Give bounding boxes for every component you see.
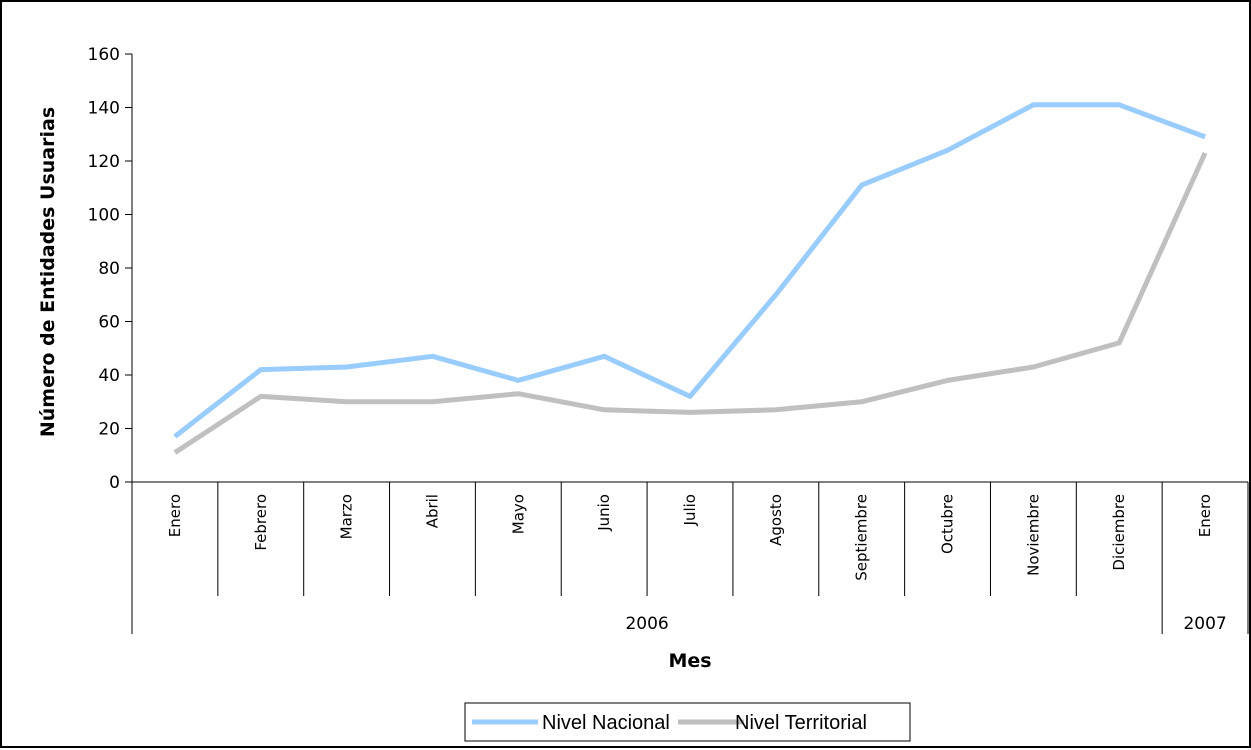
x-tick-label: Enero: [1196, 494, 1214, 537]
data-point: [945, 378, 950, 383]
data-point: [602, 407, 607, 412]
x-tick-label: Agosto: [767, 494, 785, 546]
x-tick-label: Octubre: [939, 494, 957, 554]
data-point: [688, 410, 693, 415]
x-tick-label: Abril: [423, 494, 441, 528]
data-point: [859, 399, 864, 404]
y-tick-label: 60: [98, 313, 120, 333]
data-point: [602, 354, 607, 359]
x-group-label: 2006: [625, 614, 668, 634]
y-tick-label: 160: [88, 45, 120, 65]
x-tick-label: Noviembre: [1024, 494, 1042, 576]
data-point: [1031, 364, 1036, 369]
y-tick-label: 140: [88, 99, 120, 119]
data-point: [344, 399, 349, 404]
x-axis: Enero Febrero Marzo Abril Mayo Junio Julio Agos…: [131, 481, 1249, 634]
data-point: [430, 399, 435, 404]
data-point: [773, 407, 778, 412]
series-layer: [172, 102, 1208, 455]
data-point: [172, 434, 177, 439]
y-axis-title: Número de Entidades Usuarias: [37, 107, 59, 437]
x-tick-label: Septiembre: [853, 494, 871, 581]
data-point: [1117, 340, 1122, 345]
data-point: [1117, 102, 1122, 107]
x-tick-label: Julio: [681, 494, 699, 526]
data-point: [688, 394, 693, 399]
series-line-nivel-territorial: [173, 151, 1208, 455]
x-axis-title: Mes: [668, 650, 711, 672]
x-tick-label: Mayo: [509, 494, 527, 534]
data-point: [945, 148, 950, 153]
data-point: [773, 292, 778, 297]
y-tick-label: 20: [98, 420, 120, 440]
data-point: [1203, 150, 1208, 155]
legend: Nivel Nacional Nivel Territorial: [464, 702, 911, 742]
data-point: [258, 394, 263, 399]
data-point: [1203, 134, 1208, 139]
data-point: [344, 364, 349, 369]
legend-label: Nivel Territorial: [735, 712, 867, 734]
y-tick-label: 0: [109, 473, 120, 493]
data-point: [172, 450, 177, 455]
series-line-nivel-nacional: [173, 102, 1206, 439]
data-point: [516, 378, 521, 383]
data-point: [258, 367, 263, 372]
y-axis: 0 20 40 60 80 100 120 140 160: [88, 45, 133, 493]
data-point: [516, 391, 521, 396]
x-tick-label: Diciembre: [1110, 494, 1128, 571]
x-tick-label: Enero: [166, 494, 184, 537]
data-point: [1031, 102, 1036, 107]
x-group-label: 2007: [1183, 614, 1226, 634]
x-tick-label: Junio: [595, 494, 613, 532]
y-tick-label: 80: [98, 259, 120, 279]
y-tick-label: 40: [98, 366, 120, 386]
legend-label: Nivel Nacional: [542, 712, 670, 734]
y-tick-label: 120: [88, 152, 120, 172]
x-tick-label: Febrero: [252, 494, 270, 551]
y-tick-label: 100: [88, 206, 120, 226]
data-point: [430, 354, 435, 359]
data-point: [859, 183, 864, 188]
x-tick-label: Marzo: [338, 494, 356, 539]
